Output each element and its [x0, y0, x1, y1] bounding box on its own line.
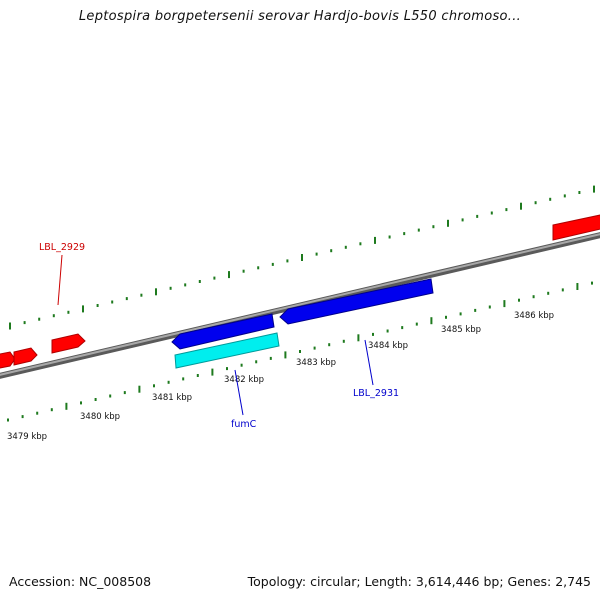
lbl-2931-label[interactable]: LBL_2931 [353, 388, 399, 399]
scale-label-3482: 3482 kbp [224, 375, 264, 385]
lbl-2929-leader [57, 254, 63, 306]
chromosome-backbone [0, 232, 600, 379]
gene-red-left-edge[interactable] [0, 351, 16, 369]
scale-label-3479: 3479 kbp [7, 432, 47, 442]
gene-labels: LBL_2929 fumC LBL_2931 [39, 242, 399, 430]
scale-label-3485: 3485 kbp [441, 325, 481, 335]
scale-labels: 3479 kbp 3480 kbp 3481 kbp 3482 kbp 3483… [7, 311, 554, 442]
outer-tick-row [9, 185, 595, 330]
scale-label-3486: 3486 kbp [514, 311, 554, 321]
fumc-label[interactable]: fumC [231, 419, 257, 430]
scale-label-3480: 3480 kbp [80, 412, 120, 422]
gene-blue-1[interactable] [171, 313, 275, 350]
reverse-genes [171, 278, 434, 350]
scale-label-3483: 3483 kbp [296, 358, 336, 368]
lbl-2931-leader [364, 339, 374, 386]
scale-label-3484: 3484 kbp [368, 341, 408, 351]
highlight-genes [174, 332, 280, 369]
genome-summary-text: Topology: circular; Length: 3,614,446 bp… [247, 574, 591, 589]
gene-lbl-2931[interactable] [279, 278, 434, 325]
gene-red-right-edge[interactable] [552, 214, 600, 241]
lbl-2929-label[interactable]: LBL_2929 [39, 242, 85, 253]
gene-fumc[interactable] [174, 332, 280, 369]
map-title: Leptospira borgpetersenii serovar Hardjo… [78, 9, 522, 24]
fumc-leader [234, 369, 244, 416]
forward-genes [0, 214, 600, 369]
gene-lbl-2929[interactable] [51, 333, 86, 354]
scale-label-3481: 3481 kbp [152, 393, 192, 403]
gene-red-small[interactable] [13, 347, 38, 366]
scale-tick-row [7, 281, 593, 422]
accession-text: Accession: NC_008508 [9, 574, 152, 589]
